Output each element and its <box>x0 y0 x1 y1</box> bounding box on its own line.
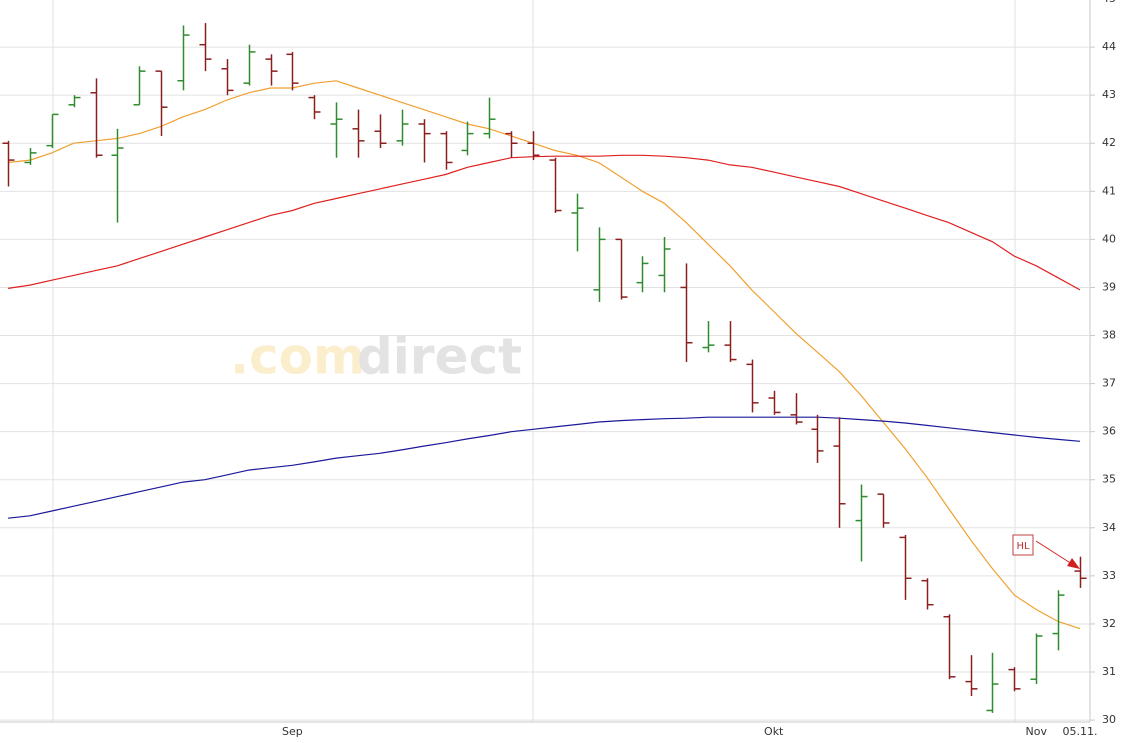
y-tick-label: 31 <box>1102 665 1116 678</box>
moving-average <box>7 154 1081 291</box>
annotation-box <box>1012 534 1034 556</box>
x-tick-label: 05.11. <box>1063 725 1098 738</box>
annotation: HL <box>1016 541 1030 552</box>
x-tick-label: Nov <box>1026 725 1048 738</box>
y-tick-label: 39 <box>1102 280 1116 293</box>
y-tick-label: 40 <box>1102 232 1116 245</box>
watermark: .com direct <box>230 328 522 386</box>
y-tick-label: 34 <box>1102 521 1116 534</box>
annotation-arrow <box>1035 540 1073 565</box>
y-tick-label: 42 <box>1102 136 1116 149</box>
x-tick-label: Okt <box>764 725 784 738</box>
watermark-com: .com <box>230 328 365 386</box>
y-tick-label: 41 <box>1102 184 1116 197</box>
y-tick-label: 32 <box>1102 617 1116 630</box>
y-tick-label: 38 <box>1102 329 1116 342</box>
y-tick-label: 44 <box>1102 40 1116 53</box>
moving-average <box>7 80 1081 630</box>
y-tick-label: 45 <box>1102 0 1116 5</box>
y-tick-label: 43 <box>1102 88 1116 101</box>
y-tick-label: 33 <box>1102 569 1116 582</box>
y-tick-label: 36 <box>1102 425 1116 438</box>
annotation-arrowhead <box>1067 558 1080 569</box>
moving-average <box>7 416 1081 519</box>
y-tick-label: 37 <box>1102 377 1116 390</box>
y-tick-label: 30 <box>1102 713 1116 726</box>
y-tick-label: 35 <box>1102 473 1116 486</box>
x-tick-label: Sep <box>282 725 303 738</box>
watermark-direct: direct <box>357 328 522 386</box>
